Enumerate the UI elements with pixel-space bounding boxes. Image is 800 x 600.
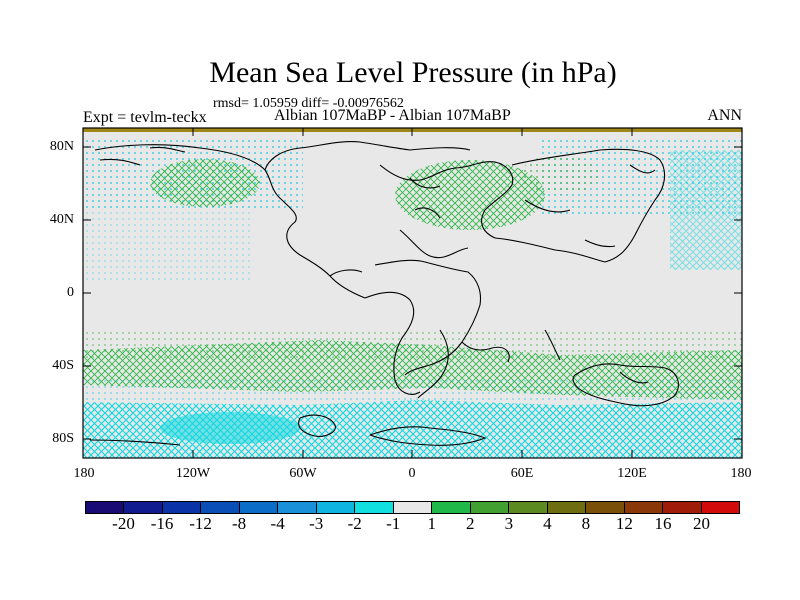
colorbar-label: 4 (543, 514, 552, 533)
lon-label: 60W (289, 466, 317, 481)
lat-label: 80S (52, 431, 74, 446)
colorbar-swatch (278, 502, 317, 513)
colorbar-label: -2 (347, 514, 362, 533)
colorbar-swatch (509, 502, 548, 513)
lat-label: 40S (52, 358, 74, 373)
colorbar-swatch (663, 502, 702, 513)
colorbar-label: -4 (270, 514, 285, 533)
lon-label: 60E (510, 466, 534, 481)
lon-label: 0 (408, 466, 416, 481)
colorbar-swatch (393, 502, 433, 513)
anomaly-hatching (83, 128, 742, 458)
lat-label: 40N (49, 212, 74, 227)
colorbar-swatch (586, 502, 625, 513)
season-label: ANN (707, 107, 742, 124)
lat-label: 0 (67, 285, 74, 300)
colorbar-swatch (201, 502, 240, 513)
lon-label: 120E (617, 466, 647, 481)
period-label: Albian 107MaBP - Albian 107MaBP (274, 107, 511, 124)
colorbar-swatch (470, 502, 510, 513)
colorbar-label: 12 (615, 514, 633, 533)
colorbar-swatch (124, 502, 163, 513)
colorbar-swatch (86, 502, 125, 513)
colorbar-label: 3 (504, 514, 514, 533)
coastlines (89, 141, 679, 446)
colorbar-swatch (547, 502, 587, 513)
colorbar-label: -20 (112, 514, 135, 533)
colorbar-swatch (701, 502, 739, 513)
colorbar-label: 1 (427, 514, 437, 533)
colorbar-swatch (239, 502, 279, 513)
axis-ticks (83, 128, 742, 458)
colorbar-swatch (432, 502, 471, 513)
colorbar (85, 501, 740, 514)
colorbar-swatch (162, 502, 202, 513)
colorbar-swatch (355, 502, 394, 513)
lat-label: 80N (49, 139, 74, 154)
colorbar-label: 20 (692, 514, 710, 533)
colorbar-label: -8 (232, 514, 247, 533)
colorbar-label: 2 (466, 514, 475, 533)
stats-label: rmsd= 1.05959 diff= -0.00976562 (213, 96, 404, 111)
colorbar-swatch (624, 502, 664, 513)
experiment-label: Expt = tevlm-teckx (83, 109, 207, 126)
chart-title: Mean Sea Level Pressure (in hPa) (209, 56, 617, 89)
lon-label: 180 (73, 466, 95, 481)
lon-label: 180 (730, 466, 752, 481)
lon-label: 120W (175, 466, 211, 481)
colorbar-label: -12 (189, 514, 212, 533)
colorbar-label: 16 (654, 514, 672, 533)
colorbar-label: -1 (386, 514, 401, 533)
colorbar-label: -16 (150, 514, 174, 533)
colorbar-swatch (316, 502, 356, 513)
colorbar-label: 8 (581, 514, 591, 533)
colorbar-labels: -20 -16 -12 -8 -4 -3 -2 -1 1 2 3 4 8 12 16 20 (85, 514, 740, 538)
colorbar-label: -3 (309, 514, 324, 533)
